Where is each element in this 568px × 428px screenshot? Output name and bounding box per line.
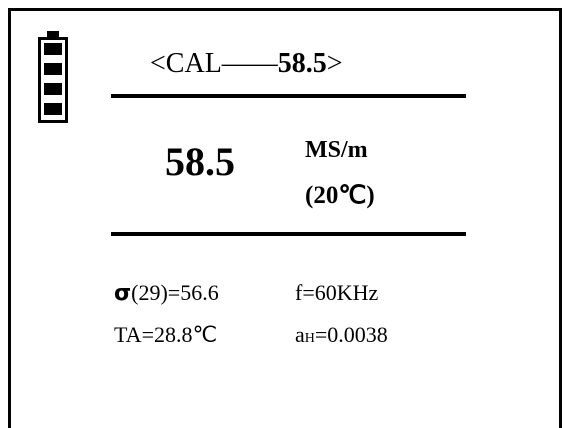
a-coefficient: aH=0.0038 xyxy=(295,322,388,348)
ta-reading: TA=28.8℃ xyxy=(114,322,218,347)
cal-close: > xyxy=(326,48,343,79)
a-subscript: H xyxy=(304,331,315,346)
reading-temperature: (20℃) xyxy=(305,182,375,209)
sigma-text: (29)=56.6 xyxy=(131,280,219,305)
bottom-divider xyxy=(111,232,466,236)
calibration-header: <CAL——58.5> xyxy=(150,48,343,80)
reading-unit: MS/m xyxy=(305,137,368,163)
top-divider xyxy=(111,94,466,98)
a-base: a xyxy=(295,322,305,347)
main-reading: 58.5 xyxy=(165,139,235,184)
frequency-reading: f=60KHz xyxy=(295,280,379,305)
lcd-screen xyxy=(8,8,562,428)
sigma-reading: σ(29)=56.6 xyxy=(114,280,219,306)
cal-open: <CAL xyxy=(150,48,222,79)
sigma-symbol: σ xyxy=(114,281,132,306)
cal-dash: —— xyxy=(221,48,278,79)
battery-icon xyxy=(38,31,68,125)
cal-value: 58.5 xyxy=(277,48,327,79)
a-value: =0.0038 xyxy=(314,322,388,347)
